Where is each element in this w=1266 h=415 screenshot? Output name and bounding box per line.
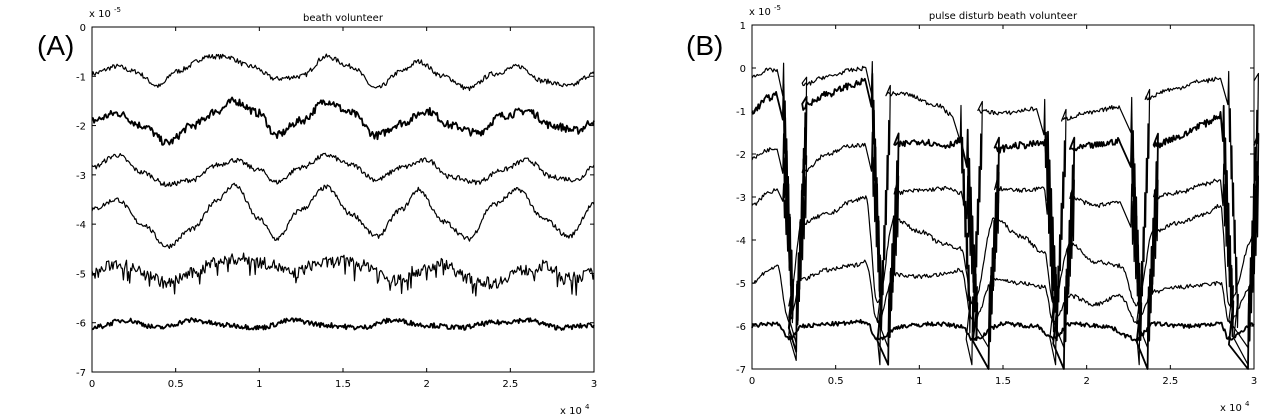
y-tick-label: -5	[76, 269, 86, 280]
chart-title: beath volunteer	[303, 13, 384, 24]
series-line-1	[751, 72, 1260, 370]
y-tick-label: -6	[736, 322, 746, 333]
series-line-1	[91, 96, 595, 146]
y-tick-label: -4	[736, 236, 746, 247]
y-tick-label: -7	[736, 365, 746, 376]
y-tick-label: -6	[76, 319, 86, 330]
x-tick-label: 0	[749, 376, 755, 387]
y-multiplier-exp: -5	[774, 4, 781, 12]
y-tick-label: -1	[736, 107, 746, 118]
y-tick-label: -1	[76, 72, 86, 83]
y-tick-label: -3	[736, 193, 746, 204]
y-tick-label: -4	[76, 220, 86, 231]
x-tick-label: 2.5	[1162, 376, 1178, 387]
chart-1: pulse disturb beath volunteer 1 0 -1 -2 -3 -4 -…	[736, 4, 1260, 414]
series-line-2	[91, 152, 595, 188]
chart-title: pulse disturb beath volunteer	[929, 11, 1078, 22]
series-line-5	[751, 318, 1255, 342]
x-multiplier-exp: 4	[585, 403, 590, 411]
y-tick-label: -5	[736, 279, 746, 290]
series-line-0	[751, 61, 1259, 366]
y-tick-label: 0	[740, 64, 746, 75]
x-tick-label: 3	[1251, 376, 1257, 387]
y-tick-label: -3	[76, 171, 86, 182]
y-tick-label: -2	[76, 122, 86, 133]
x-tick-label: 2.5	[502, 379, 518, 390]
x-tick-label: 0	[89, 379, 95, 390]
x-tick-label: 1.5	[335, 379, 351, 390]
series-line-0	[91, 53, 595, 92]
series-line-4	[751, 259, 1255, 325]
x-multiplier-exp: 4	[1245, 400, 1250, 408]
x-multiplier: x 10 4	[560, 403, 590, 415]
panel-a-label: (A)	[37, 30, 75, 61]
y-multiplier: x 10 -5	[749, 4, 781, 18]
y-multiplier-exp: -5	[114, 6, 121, 14]
series-line-5	[91, 317, 595, 331]
y-tick-label: -7	[76, 368, 86, 379]
x-tick-label: 1.5	[995, 376, 1011, 387]
panel-b-label: (B)	[686, 30, 724, 61]
x-tick-label: 3	[591, 379, 597, 390]
x-tick-label: 0.5	[828, 376, 844, 387]
y-tick-label: 1	[740, 21, 746, 32]
y-multiplier: x 10 -5	[89, 6, 121, 20]
series-line-3	[751, 183, 1255, 307]
x-tick-label: 2	[423, 379, 429, 390]
series-line-4	[91, 252, 595, 297]
x-multiplier: x 10 4	[1220, 400, 1250, 414]
x-tick-label: 2	[1083, 376, 1089, 387]
y-tick-label: -2	[736, 150, 746, 161]
x-tick-label: 1	[916, 376, 922, 387]
series-line-3	[91, 182, 595, 249]
x-tick-label: 1	[256, 379, 262, 390]
x-tick-label: 0.5	[168, 379, 184, 390]
y-tick-label: 0	[80, 23, 86, 34]
series-line-2	[751, 131, 1259, 349]
